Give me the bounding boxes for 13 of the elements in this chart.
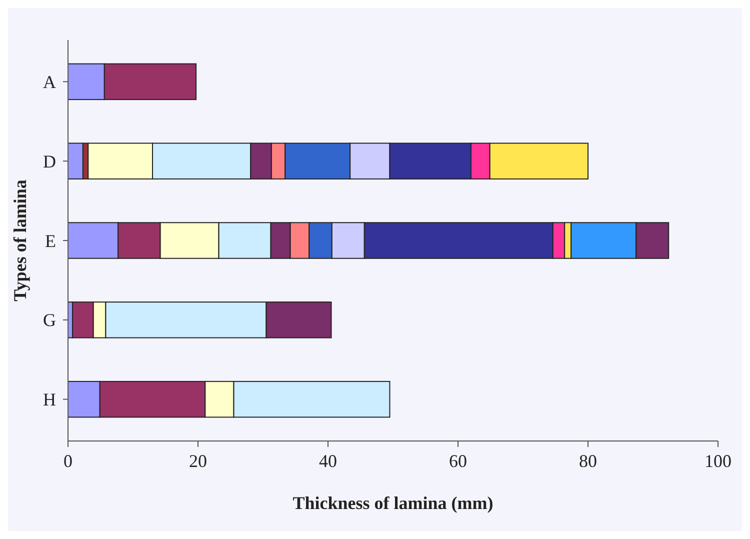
y-tick-label: G xyxy=(43,310,56,330)
y-tick-label: D xyxy=(43,151,56,172)
y-axis-title: Types of lamina xyxy=(10,180,30,302)
x-tick-label: 0 xyxy=(64,451,72,471)
y-tick-label: A xyxy=(43,72,56,92)
x-tick-label: 100 xyxy=(704,451,732,471)
x-tick-label: 80 xyxy=(579,451,597,471)
x-tick-label: 40 xyxy=(319,451,337,471)
x-tick-label: 20 xyxy=(189,451,207,471)
x-axis-title: Thickness of lamina (mm) xyxy=(292,493,494,513)
y-tick-label: E xyxy=(45,230,56,251)
y-tick-label: H xyxy=(43,390,56,410)
x-tick-label: 60 xyxy=(449,451,467,471)
